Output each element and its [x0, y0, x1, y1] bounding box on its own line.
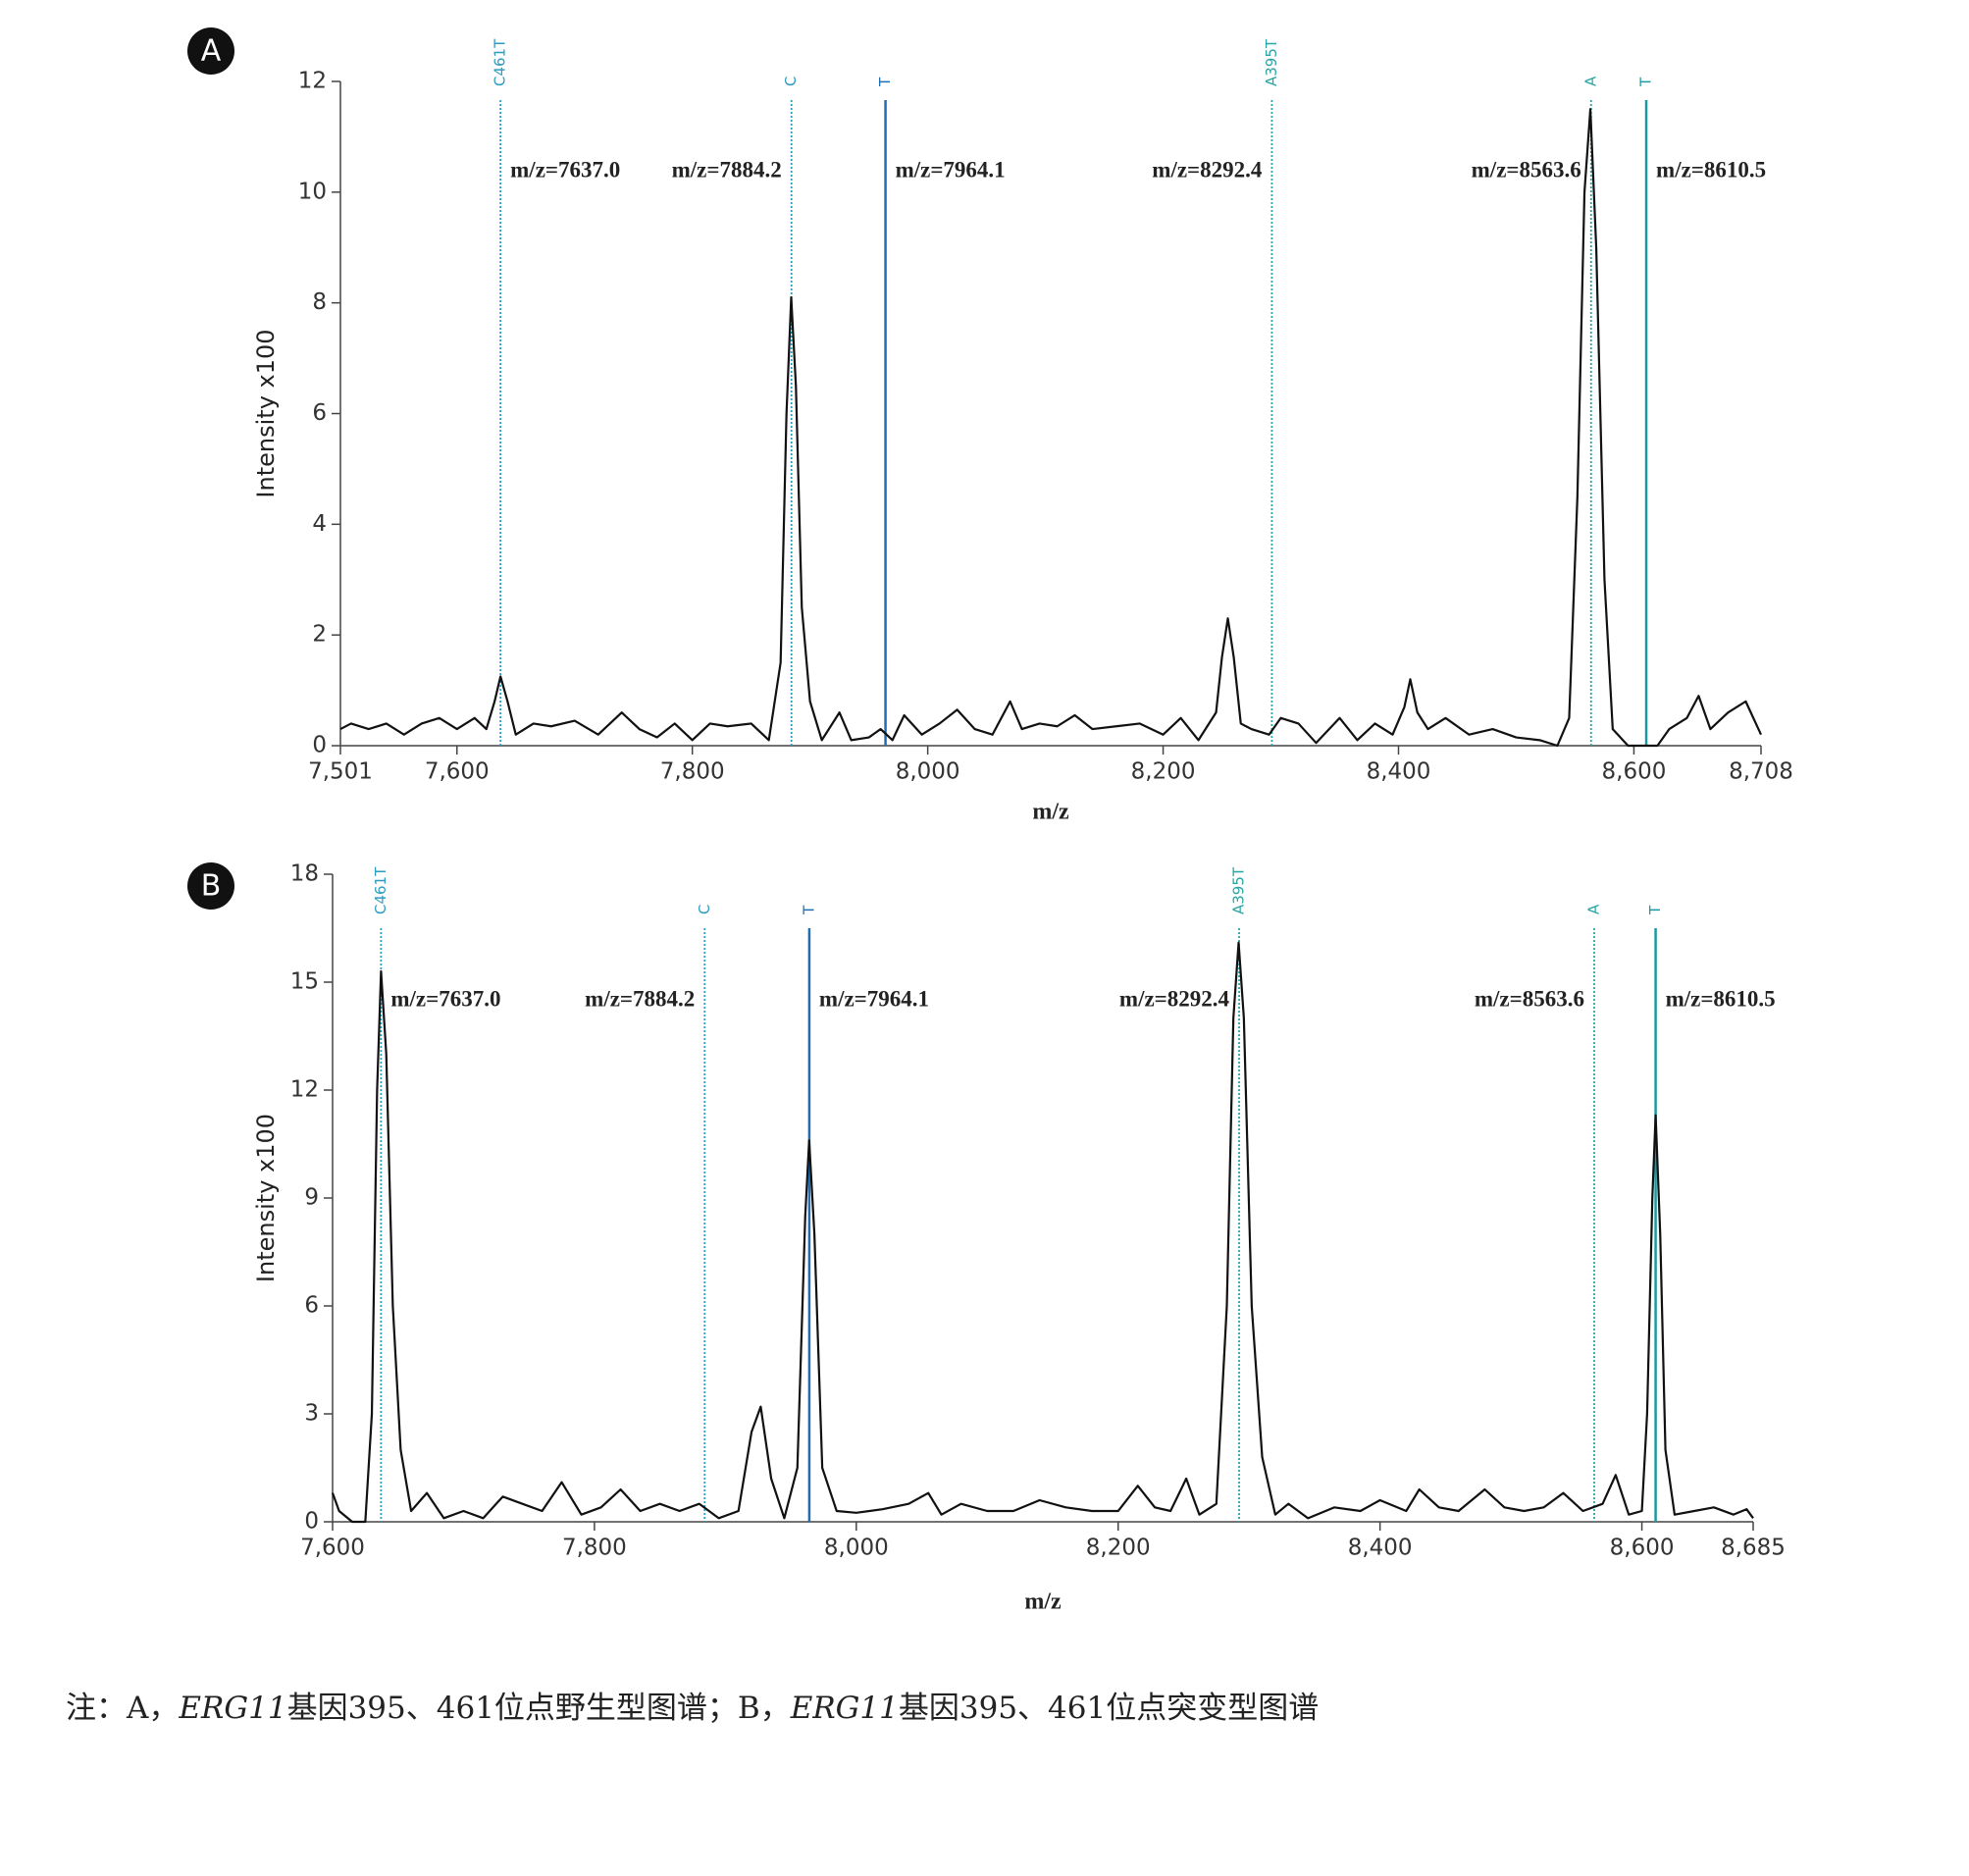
- panel-badge: [187, 27, 234, 75]
- x-tick-label: 7,600: [300, 1536, 365, 1561]
- marker-annotation: m/z=8292.4: [1152, 157, 1263, 182]
- y-tick-label: 9: [304, 1185, 319, 1211]
- marker-annotation: m/z=7884.2: [672, 157, 782, 182]
- y-tick-label: 15: [290, 969, 319, 995]
- marker-annotation: m/z=8610.5: [1666, 986, 1776, 1011]
- marker-annotation: m/z=8292.4: [1119, 986, 1230, 1011]
- x-tick-label: 7,800: [660, 759, 725, 785]
- y-tick-label: 12: [290, 1077, 319, 1103]
- marker-label: C: [782, 77, 800, 86]
- x-tick-label: 7,800: [562, 1536, 627, 1561]
- marker-label: C: [696, 905, 713, 914]
- marker-annotation: m/z=7884.2: [585, 986, 695, 1011]
- y-axis-title: Intensity x100: [252, 329, 280, 497]
- y-tick-label: 12: [298, 69, 327, 94]
- y-axis-title: Intensity x100: [252, 1114, 280, 1282]
- x-tick-label: 8,400: [1367, 759, 1431, 785]
- spectrum-line: [331, 941, 1754, 1524]
- x-tick-label: 7,501: [308, 759, 373, 785]
- caption: 注：A，ERG11基因395、461位点野生型图谱；B，ERG11基因395、4…: [66, 1691, 1319, 1726]
- panel-label: A: [201, 34, 222, 69]
- marker-annotation: m/z=7964.1: [896, 157, 1006, 182]
- y-tick-label: 2: [312, 622, 327, 648]
- marker-annotation: m/z=8563.6: [1475, 986, 1584, 1011]
- marker-label: A395T: [1230, 866, 1248, 914]
- panel-label: B: [201, 869, 222, 904]
- marker-annotation: m/z=7637.0: [390, 986, 500, 1011]
- marker-label: T: [1646, 905, 1664, 915]
- caption-part: ERG11: [790, 1691, 899, 1726]
- marker-annotation: m/z=7964.1: [819, 986, 929, 1011]
- panel-badge: [187, 862, 234, 910]
- spectrum-line: [339, 108, 1762, 748]
- x-tick-label: 7,600: [425, 759, 490, 785]
- y-tick-label: 4: [312, 511, 327, 537]
- caption-part: ERG11: [178, 1691, 286, 1726]
- x-tick-label: 8,200: [1086, 1536, 1151, 1561]
- x-tick-label: 8,685: [1721, 1536, 1786, 1561]
- y-tick-label: 6: [312, 400, 327, 426]
- y-tick-label: 0: [312, 733, 327, 758]
- x-tick-label: 8,000: [896, 759, 960, 785]
- x-tick-label: 8,200: [1131, 759, 1196, 785]
- y-tick-label: 8: [312, 289, 327, 315]
- y-tick-label: 3: [304, 1401, 319, 1427]
- marker-label: T: [800, 905, 817, 915]
- x-tick-label: 8,708: [1729, 759, 1793, 785]
- caption-part: 注：A，: [66, 1691, 179, 1726]
- x-axis-title: m/z: [1024, 1589, 1062, 1615]
- marker-label: C461T: [492, 38, 509, 86]
- caption-part: 基因395、461位点突变型图谱: [899, 1691, 1319, 1726]
- marker-label: A395T: [1263, 38, 1280, 86]
- marker-annotation: m/z=8610.5: [1656, 157, 1766, 182]
- y-tick-label: 6: [304, 1293, 319, 1319]
- x-tick-label: 8,000: [824, 1536, 889, 1561]
- marker-label: T: [876, 77, 894, 87]
- marker-label: C461T: [372, 866, 389, 914]
- x-tick-label: 8,600: [1610, 1536, 1675, 1561]
- marker-label: A: [1581, 76, 1599, 86]
- y-tick-label: 18: [290, 861, 319, 887]
- y-tick-label: 0: [304, 1509, 319, 1535]
- x-tick-label: 8,600: [1602, 759, 1667, 785]
- x-axis-title: m/z: [1032, 800, 1069, 825]
- marker-annotation: m/z=7637.0: [510, 157, 620, 182]
- caption-part: 基因395、461位点野生型图谱；B，: [287, 1691, 791, 1726]
- marker-annotation: m/z=8563.6: [1472, 157, 1581, 182]
- x-tick-label: 8,400: [1348, 1536, 1413, 1561]
- marker-label: A: [1584, 904, 1602, 914]
- y-tick-label: 10: [298, 179, 327, 204]
- marker-label: T: [1637, 77, 1655, 87]
